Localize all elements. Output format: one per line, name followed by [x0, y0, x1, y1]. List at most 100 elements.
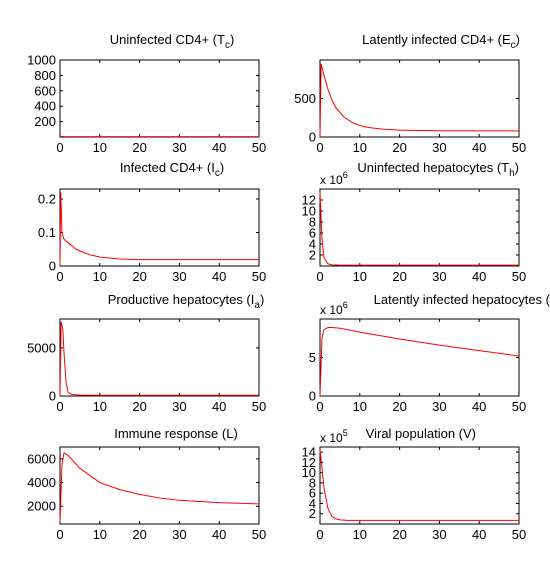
y-tick-label: 0 — [309, 389, 316, 404]
y-tick-label: 200 — [34, 114, 56, 129]
x-tick-label: 10 — [93, 527, 107, 542]
y-tick-label: 4 — [309, 496, 316, 511]
axes-frame — [319, 188, 520, 267]
y-tick-label: 6 — [309, 486, 316, 501]
x-tick-label: 30 — [432, 399, 446, 414]
y-tick-label: 5 — [309, 350, 316, 365]
y-tick-label: 2000 — [27, 499, 56, 514]
x-tick-label: 10 — [353, 399, 367, 414]
chart-title: Uninfected hepatocytes (Th) — [357, 160, 519, 179]
chart-title-text: Productive hepatocytes (I — [108, 292, 255, 307]
x-tick-label: 0 — [316, 140, 323, 155]
chart-title-subscript: h — [509, 168, 515, 179]
chart-title-subscript: c — [225, 40, 230, 51]
x-tick-label: 10 — [353, 140, 367, 155]
y-tick-label: 0 — [309, 130, 316, 145]
chart-title-subscript: c — [215, 168, 220, 179]
y-tick-label: 1000 — [27, 53, 56, 68]
x-tick-label: 20 — [132, 140, 146, 155]
y-tick-label: 0 — [49, 259, 56, 274]
series-line — [319, 63, 519, 138]
chart-title-text: Viral population (V) — [366, 426, 476, 441]
x-tick-label: 0 — [56, 527, 63, 542]
y-tick-label: 0 — [49, 389, 56, 404]
chart-title-tail: ) — [516, 32, 520, 47]
x-tick-label: 0 — [56, 399, 63, 414]
y-tick-label: 0.2 — [38, 192, 56, 207]
chart-title-tail: ) — [515, 160, 519, 175]
series-line — [319, 449, 519, 521]
chart-title-tail: ) — [220, 160, 224, 175]
x-tick-label: 20 — [392, 399, 406, 414]
x-tick-label: 50 — [252, 140, 266, 155]
chart-title-text: Uninfected hepatocytes (T — [357, 160, 509, 175]
chart-title-tail: ) — [230, 32, 234, 47]
x-tick-label: 20 — [132, 269, 146, 284]
y-tick-label: 400 — [34, 99, 56, 114]
chart-title-text: Immune response (L) — [114, 426, 238, 441]
y-tick-label: 0.1 — [38, 225, 56, 240]
x-tick-label: 50 — [512, 527, 526, 542]
y-tick-label: 600 — [34, 83, 56, 98]
axis-exponent-label: x 106 — [320, 300, 348, 317]
chart-title-text: Uninfected CD4+ (T — [110, 32, 225, 47]
y-tick-label: 500 — [294, 91, 316, 106]
chart-title: Latently infected hepatocytes ( — [374, 292, 550, 307]
series-line — [319, 326, 520, 397]
series-line — [59, 192, 259, 267]
chart-panel-6: Latently infected hepatocytes ( x 106 0 10 2… — [309, 292, 550, 414]
x-tick-label: 30 — [432, 527, 446, 542]
y-tick-label: 14 — [302, 445, 316, 460]
x-tick-label: 10 — [93, 140, 107, 155]
x-tick-label: 10 — [353, 527, 367, 542]
x-tick-label: 20 — [132, 399, 146, 414]
y-tick-label: 12 — [302, 455, 316, 470]
x-tick-label: 0 — [56, 140, 63, 155]
x-tick-label: 0 — [316, 269, 323, 284]
x-tick-label: 10 — [93, 399, 107, 414]
x-tick-label: 40 — [212, 269, 226, 284]
y-tick-label: 6000 — [27, 451, 56, 466]
x-tick-label: 30 — [172, 140, 186, 155]
x-tick-label: 20 — [392, 527, 406, 542]
axis-exponent-base: x 10 — [320, 431, 343, 445]
chart-title-text: Infected CD4+ (I — [120, 160, 215, 175]
axis-exponent-power: 6 — [343, 300, 348, 310]
chart-title: Immune response (L) — [114, 426, 238, 441]
chart-title: Productive hepatocytes (Ia) — [108, 292, 265, 311]
y-tick-label: 2 — [309, 506, 316, 521]
y-tick-label: 5000 — [27, 340, 56, 355]
chart-title: Infected CD4+ (Ic) — [120, 160, 224, 179]
x-tick-label: 50 — [252, 269, 266, 284]
y-tick-label: 10 — [302, 465, 316, 480]
x-tick-label: 0 — [56, 269, 63, 284]
x-tick-label: 0 — [316, 399, 323, 414]
x-tick-label: 10 — [353, 269, 367, 284]
x-tick-label: 50 — [512, 399, 526, 414]
chart-title: Latently infected CD4+ (Ec) — [362, 32, 520, 51]
y-tick-label: 4000 — [27, 475, 56, 490]
x-tick-label: 40 — [472, 269, 486, 284]
y-tick-label: 10 — [302, 204, 316, 219]
x-tick-label: 40 — [212, 527, 226, 542]
y-tick-label: 8 — [309, 215, 316, 230]
x-tick-label: 40 — [472, 399, 486, 414]
series-line — [59, 321, 259, 397]
chart-panel-2: Latently infected CD4+ (Ec)0 10 20 30 40 5005… — [294, 32, 526, 155]
axes-frame — [59, 59, 260, 138]
axes-frame — [59, 446, 260, 525]
series-line — [319, 191, 519, 266]
axes-frame — [319, 59, 520, 138]
axis-exponent-power: 5 — [343, 428, 348, 438]
chart-title-text: Latently infected hepatocytes ( — [374, 292, 550, 307]
chart-panel-1: Uninfected CD4+ (Tc) 0 10 20 30 40 50 200400600… — [27, 32, 266, 155]
x-tick-label: 50 — [512, 269, 526, 284]
chart-panel-5: Productive hepatocytes (Ia) 0 10 20 30 40 50 0 5… — [27, 292, 266, 414]
x-tick-label: 20 — [392, 140, 406, 155]
chart-title-text: Latently infected CD4+ (E — [362, 32, 511, 47]
y-tick-label: 12 — [302, 193, 316, 208]
chart-title-tail: ) — [260, 292, 264, 307]
x-tick-label: 50 — [252, 527, 266, 542]
y-tick-label: 8 — [309, 475, 316, 490]
